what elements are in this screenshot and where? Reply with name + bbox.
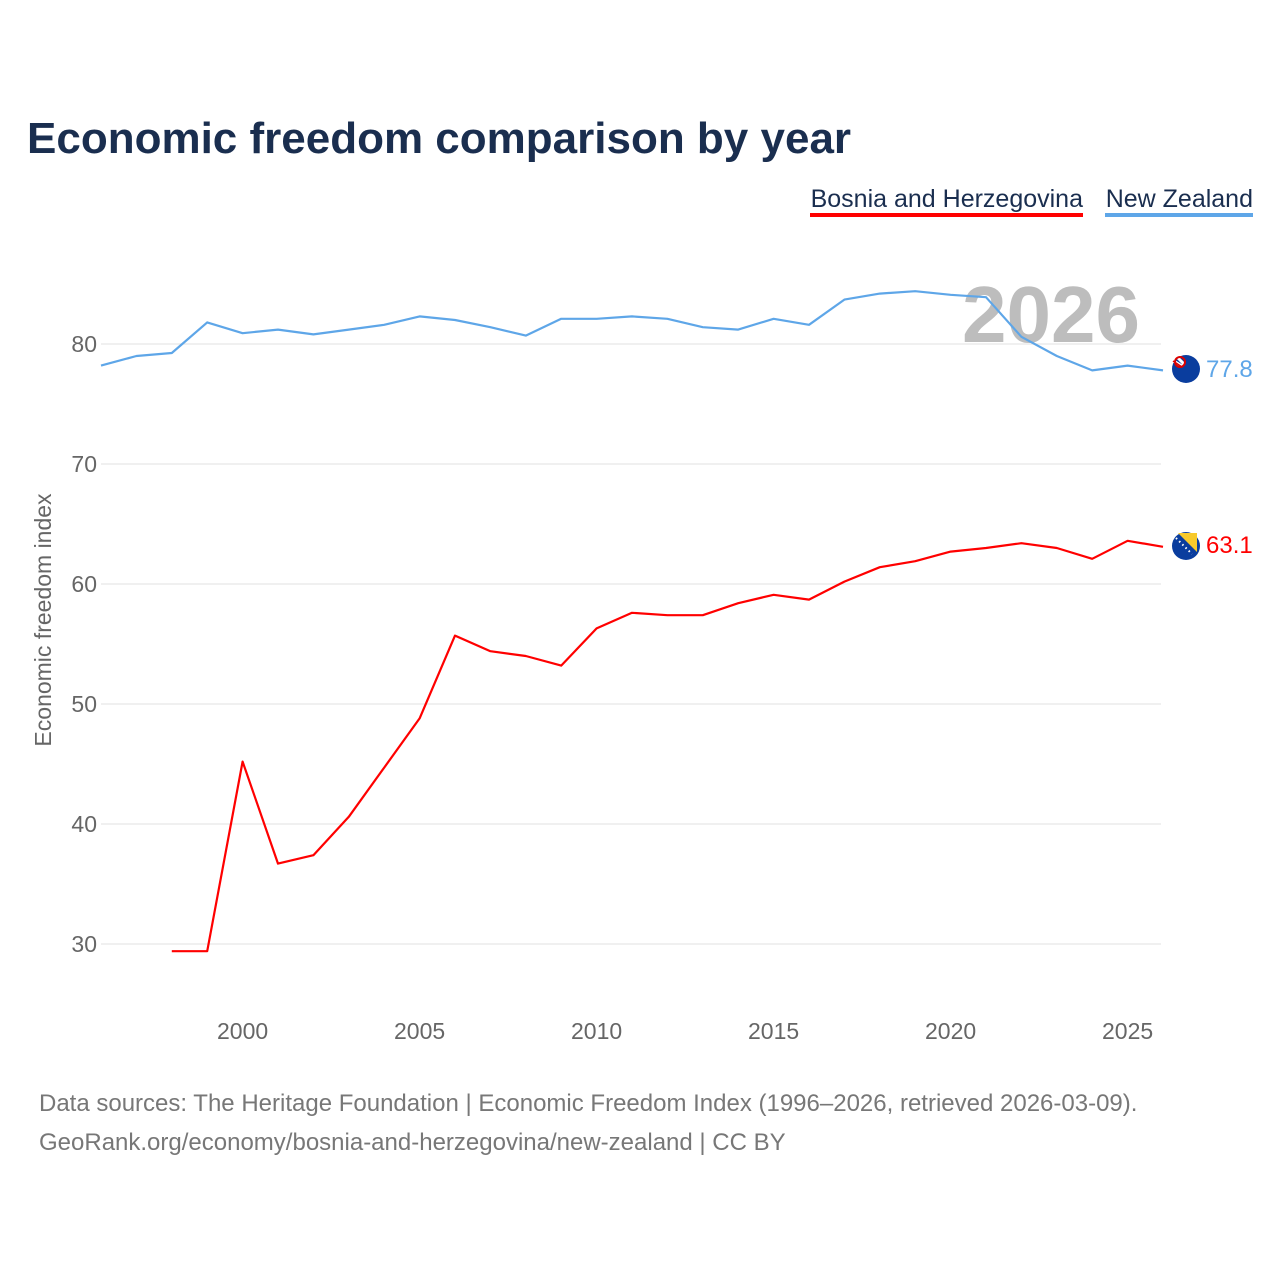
series-lines — [101, 291, 1163, 951]
legend-item-bosnia[interactable]: Bosnia and Herzegovina — [811, 185, 1083, 213]
gridlines — [101, 344, 1161, 944]
source-line-2[interactable]: GeoRank.org/economy/bosnia-and-herzegovi… — [39, 1129, 786, 1156]
source-line-1: Data sources: The Heritage Foundation | … — [39, 1090, 1137, 1117]
series-line-bosnia-and-herzegovina — [172, 541, 1163, 951]
chart-title: Economic freedom comparison by year — [27, 114, 851, 163]
x-tick-label: 2000 — [217, 1018, 268, 1044]
year-watermark: 2026 — [962, 270, 1140, 359]
y-tick-label: 80 — [71, 331, 97, 357]
legend: Bosnia and Herzegovina New Zealand — [810, 185, 1253, 217]
x-tick-label: 2025 — [1102, 1018, 1153, 1044]
y-tick-label: 70 — [71, 451, 97, 477]
y-axis-label: Economic freedom index — [30, 493, 56, 747]
end-label-new-zealand: 77.8 — [1206, 356, 1253, 383]
flag-new-zealand — [1172, 355, 1200, 383]
y-tick-label: 50 — [71, 691, 97, 717]
x-tick-label: 2010 — [571, 1018, 622, 1044]
y-axis-ticks: 30 40 50 60 70 80 — [71, 331, 97, 957]
legend-swatch-new-zealand — [1105, 213, 1253, 217]
y-tick-label: 60 — [71, 571, 97, 597]
x-axis-ticks: 2000 2005 2010 2015 2020 2025 — [217, 1018, 1153, 1044]
end-label-bosnia: 63.1 — [1206, 532, 1253, 559]
flag-bosnia — [1172, 532, 1200, 560]
y-tick-label: 30 — [71, 931, 97, 957]
x-tick-label: 2015 — [748, 1018, 799, 1044]
x-tick-label: 2020 — [925, 1018, 976, 1044]
y-tick-label: 40 — [71, 811, 97, 837]
legend-item-new-zealand[interactable]: New Zealand — [1106, 185, 1253, 213]
x-tick-label: 2005 — [394, 1018, 445, 1044]
legend-swatch-bosnia — [810, 213, 1083, 217]
